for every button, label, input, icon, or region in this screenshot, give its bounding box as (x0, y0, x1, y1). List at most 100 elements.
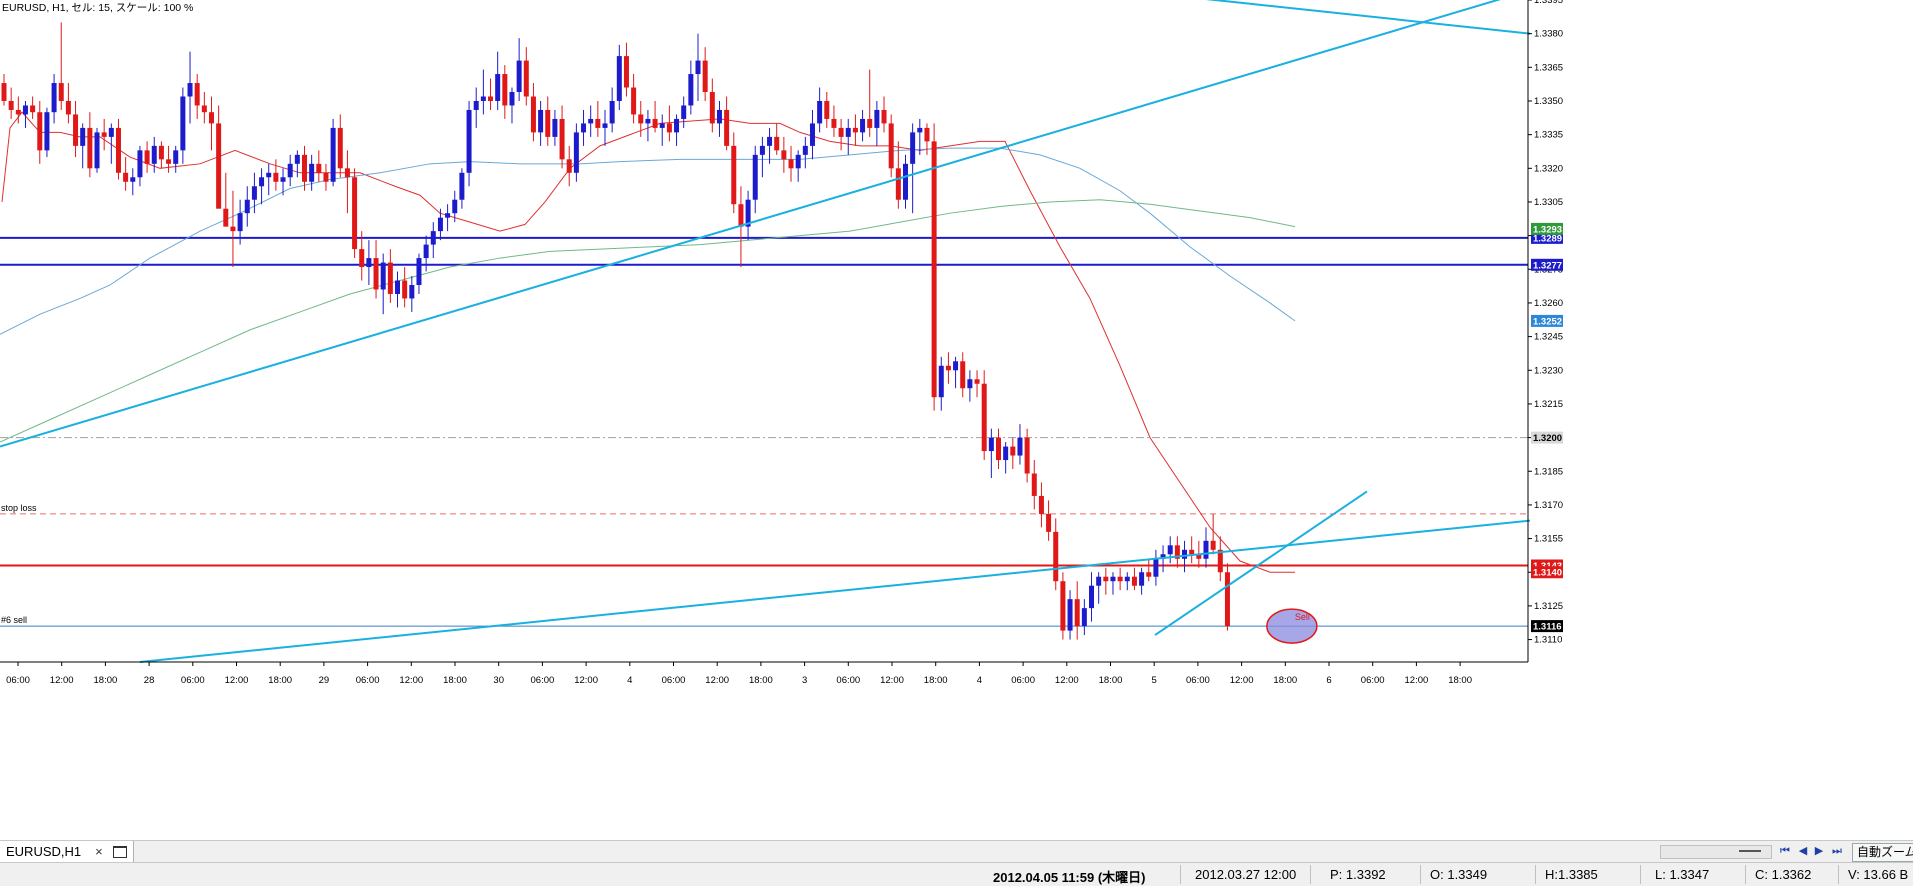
candle-body (1196, 554, 1202, 559)
x-tick-label: 12:00 (1055, 675, 1079, 686)
candle-body (273, 172, 279, 182)
candle-body (237, 213, 243, 232)
candle-body (967, 379, 973, 389)
candle-body (430, 231, 436, 245)
candle-body (51, 83, 57, 113)
candle-body (309, 163, 315, 182)
next-icon[interactable]: ▶ (1814, 845, 1824, 857)
candle-body (495, 74, 501, 101)
candle-body (180, 96, 186, 151)
level-label: stop loss (1, 503, 37, 513)
close-icon[interactable]: × (95, 844, 103, 859)
candle-body (1146, 572, 1152, 577)
sell-marker (1266, 608, 1318, 644)
y-tick-label: 1.3230 (1534, 365, 1563, 376)
candle-body (695, 60, 701, 75)
axis-price-label: 1.3293 (1533, 224, 1562, 235)
candle-body (251, 186, 257, 200)
candle-body (552, 118, 558, 137)
y-tick-label: 1.3245 (1534, 332, 1563, 343)
x-tick-label: 18:00 (1448, 675, 1472, 686)
x-tick-label: 18:00 (94, 675, 118, 686)
candle-body (15, 109, 21, 115)
candle-body (1224, 572, 1230, 627)
candle-body (65, 100, 71, 115)
candle-body (809, 123, 815, 146)
candle-body (1096, 576, 1102, 586)
x-tick-label: 28 (144, 675, 155, 686)
level-label: #6 sell (1, 615, 27, 625)
candle-body (538, 109, 544, 133)
x-tick-label: 18:00 (924, 675, 948, 686)
candle-body (259, 177, 265, 187)
candle-body (158, 145, 164, 160)
scrollbar-thumb[interactable] (1739, 850, 1761, 852)
candle-body (366, 258, 372, 268)
candle-body (652, 118, 658, 128)
candle-body (931, 141, 937, 398)
x-tick-label: 4 (977, 675, 982, 686)
candle-body (30, 105, 36, 113)
status-volume: V: 13.66 B (1848, 867, 1909, 882)
candle-body (867, 118, 873, 128)
candle-body (44, 112, 50, 151)
candle-body (201, 105, 207, 113)
candle-body (87, 127, 93, 169)
candle-body (781, 150, 787, 160)
window-icon[interactable] (112, 845, 127, 858)
candle-body (752, 154, 758, 200)
candle-body (144, 150, 150, 164)
candle-body (623, 56, 629, 88)
candle-body (58, 83, 64, 101)
candle-body (80, 127, 86, 146)
candle-body (1081, 608, 1087, 627)
candle-body (988, 437, 994, 452)
first-page-icon[interactable]: ⏮ (1780, 845, 1790, 857)
x-tick-label: 06:00 (836, 675, 860, 686)
status-open: O: 1.3349 (1430, 867, 1488, 882)
status-datetime: 2012.04.05 11:59 (木曜日) (993, 870, 1146, 885)
last-page-icon[interactable]: ⏭ (1832, 845, 1842, 857)
candle-body (73, 114, 79, 146)
candle-body (910, 132, 916, 164)
candle-body (688, 74, 694, 106)
candle-body (137, 150, 143, 178)
candle-body (924, 127, 930, 142)
candle-body (1060, 581, 1066, 631)
x-tick-label: 12:00 (225, 675, 249, 686)
y-tick-label: 1.3155 (1534, 534, 1563, 545)
auto-zoom-button[interactable]: 自動ズーム (1852, 843, 1913, 862)
horizontal-scrollbar[interactable] (1660, 845, 1772, 859)
candle-body (452, 199, 458, 214)
x-tick-label: 18:00 (268, 675, 292, 686)
x-tick-label: 18:00 (1273, 675, 1297, 686)
candle-body (1046, 513, 1052, 532)
axis-price-label: 1.3289 (1533, 233, 1562, 244)
prev-icon[interactable]: ◀ (1798, 845, 1808, 857)
candle-body (996, 437, 1002, 461)
x-tick-label: 06:00 (6, 675, 30, 686)
tab-eurusd-h1[interactable]: EURUSD,H1 × (0, 841, 134, 862)
candle-body (974, 379, 980, 384)
x-tick-label: 12:00 (50, 675, 74, 686)
candle-body (502, 74, 508, 106)
x-tick-label: 6 (1326, 675, 1331, 686)
x-tick-label: 12:00 (705, 675, 729, 686)
candle-body (395, 280, 401, 294)
chart-header: EURUSD, H1, セル: 15, スケール: 100 % (2, 2, 193, 14)
candle-body (194, 83, 200, 106)
candle-body (223, 208, 229, 227)
candle-body (724, 109, 730, 146)
candle-body (523, 60, 529, 97)
price-chart[interactable]: EURUSD, H1, セル: 15, スケール: 100 % stop loss… (0, 0, 1913, 840)
candle-body (759, 145, 765, 155)
candle-body (602, 123, 608, 128)
candle-body (516, 60, 522, 93)
candle-body (852, 127, 858, 133)
axis-price-label: 1.3277 (1533, 260, 1562, 271)
candle-body (666, 123, 672, 133)
y-tick-label: 1.3365 (1534, 62, 1563, 73)
candle-body (173, 150, 179, 164)
chart-area[interactable]: EURUSD, H1, セル: 15, スケール: 100 % stop loss… (0, 0, 1913, 840)
candle-body (895, 168, 901, 200)
